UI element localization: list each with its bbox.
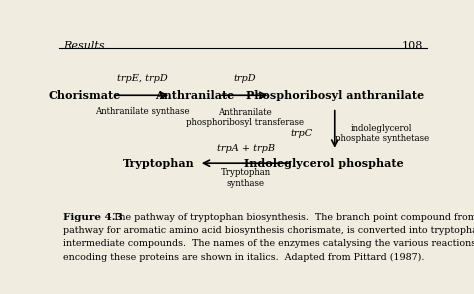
Text: Anthranilate synthase: Anthranilate synthase [95, 107, 189, 116]
Text: The pathway of tryptophan biosynthesis.  The branch point compound from the shik: The pathway of tryptophan biosynthesis. … [112, 213, 474, 222]
Text: Anthranilate
phosphoribosyl transferase: Anthranilate phosphoribosyl transferase [186, 108, 304, 127]
Text: Results: Results [63, 41, 105, 51]
Text: trpA + trpB: trpA + trpB [217, 144, 275, 153]
Text: 108: 108 [401, 41, 423, 51]
Text: Figure 4.3: Figure 4.3 [63, 213, 123, 222]
Text: indoleglycerol
phosphate synthetase: indoleglycerol phosphate synthetase [335, 124, 429, 143]
Text: Tryptophan: Tryptophan [123, 158, 194, 169]
Text: Phosphoribosyl anthranilate: Phosphoribosyl anthranilate [246, 90, 424, 101]
Text: Chorismate: Chorismate [49, 90, 121, 101]
Text: trpC: trpC [291, 129, 313, 138]
Text: trpD: trpD [234, 74, 256, 83]
Text: Indoleglycerol phosphate: Indoleglycerol phosphate [244, 158, 403, 169]
Text: intermediate compounds.  The names of the enzymes catalysing the various reactio: intermediate compounds. The names of the… [63, 239, 474, 248]
Text: Anthranilate: Anthranilate [155, 90, 235, 101]
Text: Tryptophan
synthase: Tryptophan synthase [221, 168, 271, 188]
Text: trpE, trpD: trpE, trpD [117, 74, 167, 83]
Text: pathway for aromatic amino acid biosynthesis chorismate, is converted into trypt: pathway for aromatic amino acid biosynth… [63, 226, 474, 235]
Text: encoding these proteins are shown in italics.  Adapted from Pittard (1987).: encoding these proteins are shown in ita… [63, 252, 424, 261]
